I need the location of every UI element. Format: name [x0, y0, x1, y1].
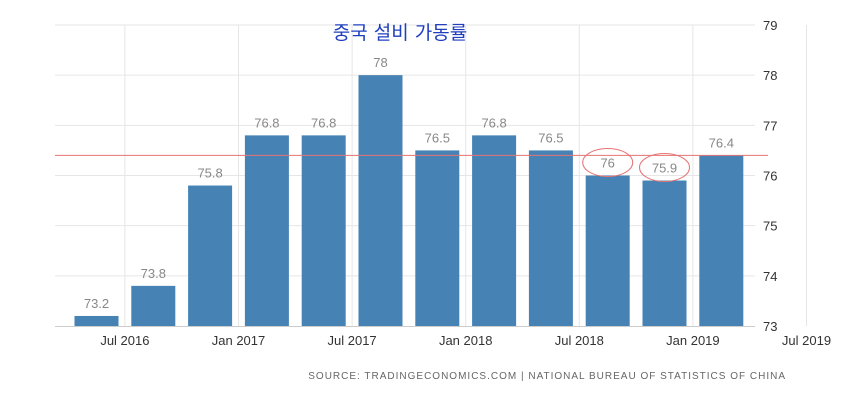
bar	[188, 185, 233, 326]
bar	[642, 180, 687, 326]
highlight-ring	[582, 148, 634, 177]
bar-layer	[74, 75, 744, 327]
x-tick-label: Jan 2019	[666, 333, 720, 348]
data-label: 78	[373, 55, 387, 70]
x-tick-label: Jul 2017	[328, 333, 377, 348]
chart-source: SOURCE: TRADINGECONOMICS.COM | NATIONAL …	[308, 371, 786, 382]
data-label: 76.4	[709, 135, 734, 150]
data-label: 76.5	[425, 130, 450, 145]
data-label: 75.9	[652, 161, 677, 176]
y-tick-label: 73	[763, 319, 777, 334]
bar	[244, 135, 289, 326]
highlight-ring	[639, 153, 690, 183]
y-tick-label: 77	[763, 118, 777, 133]
data-label: 76	[600, 156, 614, 171]
data-label: 76.5	[538, 130, 563, 145]
axis-layer: 73 74 75 76 77 78 79 Jul 2016 Jan 2017 Jul 2017 Ja…	[55, 18, 831, 348]
data-label: 76.8	[254, 115, 279, 130]
bar	[74, 315, 119, 326]
bar	[358, 75, 403, 327]
bar	[131, 285, 176, 326]
bar	[585, 175, 630, 326]
y-tick-label: 76	[763, 169, 777, 184]
data-label: 75.8	[197, 166, 222, 181]
chart-title: 중국 설비 가동률	[333, 22, 467, 44]
data-label: 76.8	[311, 115, 336, 130]
data-label: 76.8	[481, 115, 506, 130]
bar	[301, 135, 346, 326]
data-label: 73.8	[141, 266, 166, 281]
y-tick-label: 78	[763, 68, 777, 83]
x-tick-label: Jul 2018	[555, 333, 604, 348]
x-tick-label: Jul 2019	[782, 333, 831, 348]
bar	[528, 150, 573, 326]
grid-layer	[55, 24, 807, 326]
y-tick-label: 74	[763, 269, 777, 284]
bar	[472, 135, 517, 326]
x-tick-label: Jul 2016	[100, 333, 149, 348]
x-tick-label: Jan 2018	[439, 333, 493, 348]
label-layer: 73.2 73.8 75.8 76.8 76.8 78 76.5 76.8 76.5 76 75.9…	[84, 55, 734, 311]
data-label: 73.2	[84, 296, 109, 311]
bar	[699, 155, 744, 326]
y-tick-label: 79	[763, 18, 777, 33]
bar	[415, 150, 460, 326]
y-tick-label: 75	[763, 219, 777, 234]
x-tick-label: Jan 2017	[212, 333, 266, 348]
